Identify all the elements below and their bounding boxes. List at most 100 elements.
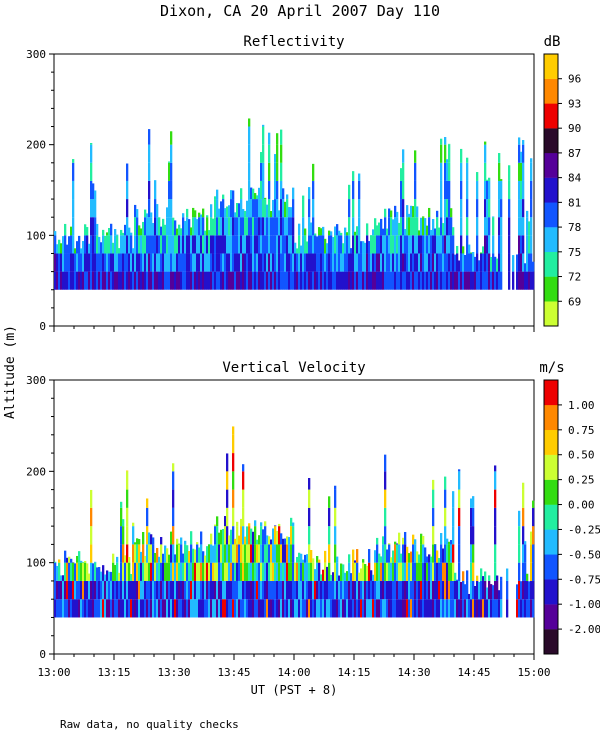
heatmap-cell — [138, 580, 141, 600]
heatmap-cell — [232, 507, 235, 527]
heatmap-cell — [394, 205, 397, 218]
heatmap-cell — [284, 253, 287, 272]
heatmap-cell — [122, 235, 125, 254]
heatmap-cell — [226, 217, 229, 236]
heatmap-cell — [104, 599, 107, 618]
x-tick-label: 13:45 — [217, 666, 250, 679]
heatmap-cell — [426, 235, 429, 254]
heatmap-cell — [154, 235, 157, 254]
heatmap-cell — [82, 253, 85, 272]
heatmap-cell — [242, 562, 245, 581]
heatmap-cell — [186, 208, 189, 218]
heatmap-cell — [460, 162, 463, 181]
heatmap-cell — [446, 538, 449, 545]
heatmap-cell — [494, 544, 497, 563]
heatmap-cell — [90, 271, 93, 290]
heatmap-cell — [106, 232, 109, 236]
heatmap-cell — [150, 544, 153, 563]
heatmap-cell — [294, 242, 297, 254]
heatmap-cell — [346, 271, 349, 290]
heatmap-cell — [90, 562, 93, 581]
heatmap-cell — [392, 599, 395, 618]
heatmap-cell — [178, 253, 181, 272]
heatmap-cell — [186, 253, 189, 272]
heatmap-cell — [376, 271, 379, 290]
heatmap-cell — [532, 562, 535, 581]
heatmap-cell — [58, 253, 61, 272]
heatmap-cell — [356, 235, 359, 254]
heatmap-cell — [438, 271, 441, 290]
heatmap-cell — [386, 228, 389, 236]
heatmap-cell — [330, 574, 333, 581]
heatmap-cell — [114, 253, 117, 272]
heatmap-cell — [246, 544, 249, 563]
heatmap-cell — [410, 205, 413, 218]
heatmap-cell — [280, 253, 283, 272]
heatmap-cell — [136, 217, 139, 236]
heatmap-cell — [56, 271, 59, 290]
heatmap-cell — [60, 599, 63, 618]
heatmap-cell — [472, 544, 475, 563]
heatmap-cell — [144, 555, 147, 563]
heatmap-cell — [264, 526, 267, 545]
heatmap-cell — [358, 180, 361, 200]
heatmap-cell — [110, 271, 113, 290]
heatmap-cell — [236, 599, 239, 618]
heatmap-cell — [64, 599, 67, 618]
heatmap-cell — [318, 599, 321, 618]
heatmap-cell — [214, 580, 217, 600]
heatmap-cell — [92, 580, 95, 600]
heatmap-cell — [108, 571, 111, 581]
heatmap-cell — [466, 180, 469, 200]
heatmap-cell — [330, 235, 333, 254]
heatmap-cell — [436, 271, 439, 290]
heatmap-cell — [250, 253, 253, 272]
heatmap-cell — [460, 199, 463, 218]
heatmap-cell — [440, 599, 443, 618]
heatmap-cell — [348, 562, 351, 581]
heatmap-cell — [238, 203, 241, 218]
heatmap-cell — [192, 599, 195, 618]
heatmap-cell — [428, 207, 431, 218]
heatmap-cell — [272, 580, 275, 600]
heatmap-cell — [254, 271, 257, 290]
heatmap-cell — [210, 204, 213, 218]
heatmap-cell — [198, 599, 201, 618]
heatmap-cell — [160, 271, 163, 290]
heatmap-cell — [482, 253, 485, 272]
heatmap-cell — [406, 580, 409, 600]
heatmap-cell — [120, 507, 123, 527]
heatmap-cell — [126, 163, 129, 181]
heatmap-cell — [340, 580, 343, 600]
heatmap-cell — [318, 271, 321, 290]
heatmap-cell — [162, 553, 165, 563]
heatmap-cell — [448, 144, 451, 163]
heatmap-cell — [434, 253, 437, 272]
colorbar-segment — [544, 554, 558, 580]
heatmap-cell — [280, 162, 283, 181]
heatmap-cell — [496, 271, 499, 290]
heatmap-cell — [444, 253, 447, 272]
heatmap-cell — [176, 235, 179, 254]
heatmap-cell — [90, 235, 93, 254]
heatmap-cell — [172, 463, 175, 472]
heatmap-cell — [442, 223, 445, 236]
heatmap-cell — [258, 271, 261, 290]
heatmap-cell — [166, 548, 169, 563]
heatmap-cell — [170, 235, 173, 254]
heatmap-cell — [424, 253, 427, 272]
heatmap-cell — [232, 453, 235, 472]
heatmap-cell — [214, 544, 217, 563]
heatmap-cell — [410, 271, 413, 290]
heatmap-cell — [212, 562, 215, 581]
heatmap-cell — [100, 571, 103, 581]
heatmap-cell — [360, 241, 363, 254]
heatmap-cell — [232, 426, 235, 435]
heatmap-cell — [154, 180, 157, 181]
heatmap-cell — [374, 580, 377, 600]
heatmap-cell — [530, 531, 533, 545]
heatmap-cell — [458, 469, 461, 472]
heatmap-cell — [500, 271, 503, 290]
heatmap-cell — [274, 162, 277, 181]
heatmap-cell — [352, 271, 355, 290]
